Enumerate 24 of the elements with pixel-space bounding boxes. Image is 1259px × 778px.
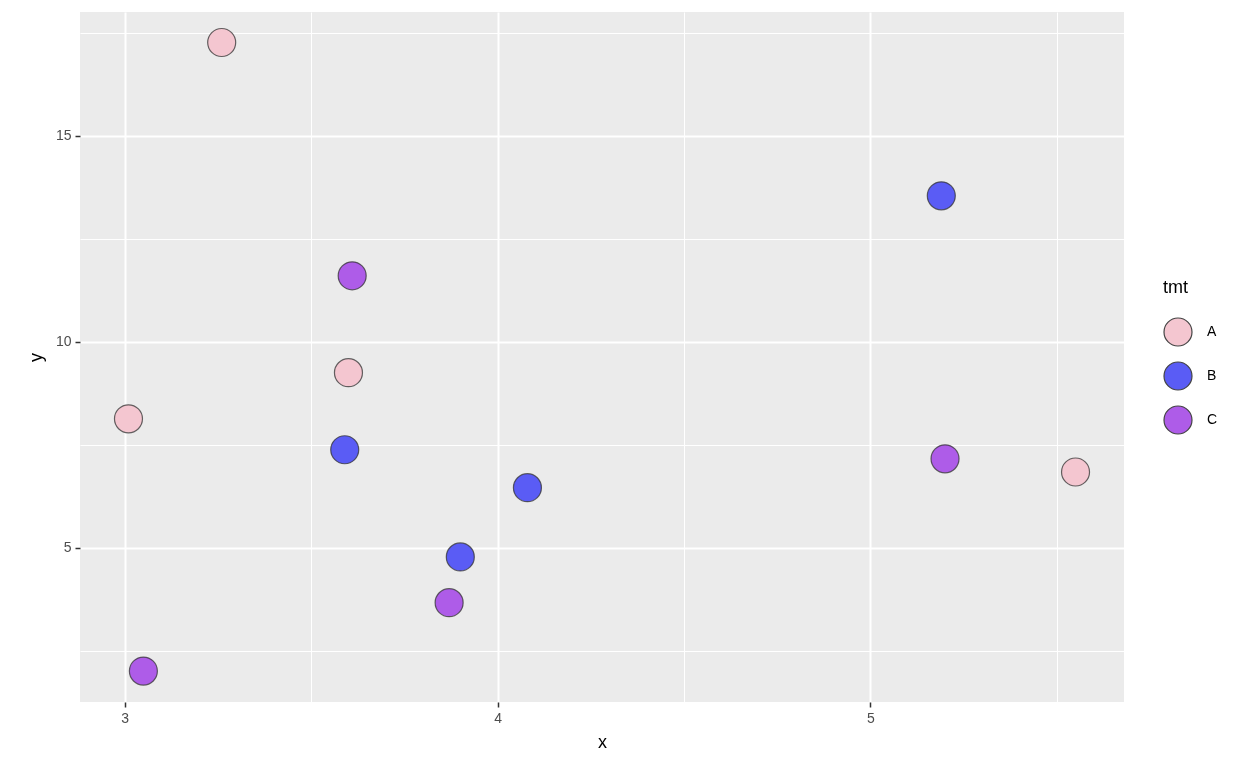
point bbox=[330, 435, 360, 465]
legend-label: A bbox=[1207, 323, 1217, 339]
point bbox=[445, 542, 475, 572]
point bbox=[333, 358, 364, 388]
point bbox=[512, 473, 543, 503]
point bbox=[337, 261, 367, 291]
y-axis-title: y bbox=[25, 353, 46, 362]
point bbox=[207, 27, 237, 58]
y-tick-label: 15 bbox=[55, 127, 72, 144]
point bbox=[926, 181, 956, 211]
x-tick-label: 5 bbox=[867, 709, 876, 726]
point bbox=[113, 404, 144, 434]
legend-title: tmt bbox=[1163, 277, 1188, 297]
y-tick-label: 5 bbox=[63, 539, 72, 556]
x-axis-title: x bbox=[598, 731, 607, 752]
y-tick-label: 10 bbox=[55, 333, 72, 350]
point bbox=[128, 656, 158, 686]
point bbox=[434, 588, 464, 618]
legend-label: B bbox=[1207, 367, 1217, 383]
point bbox=[930, 444, 960, 474]
x-tick-label: 4 bbox=[494, 709, 503, 726]
point bbox=[1060, 457, 1091, 487]
x-tick-label: 3 bbox=[121, 709, 130, 726]
legend-label: C bbox=[1207, 411, 1218, 427]
